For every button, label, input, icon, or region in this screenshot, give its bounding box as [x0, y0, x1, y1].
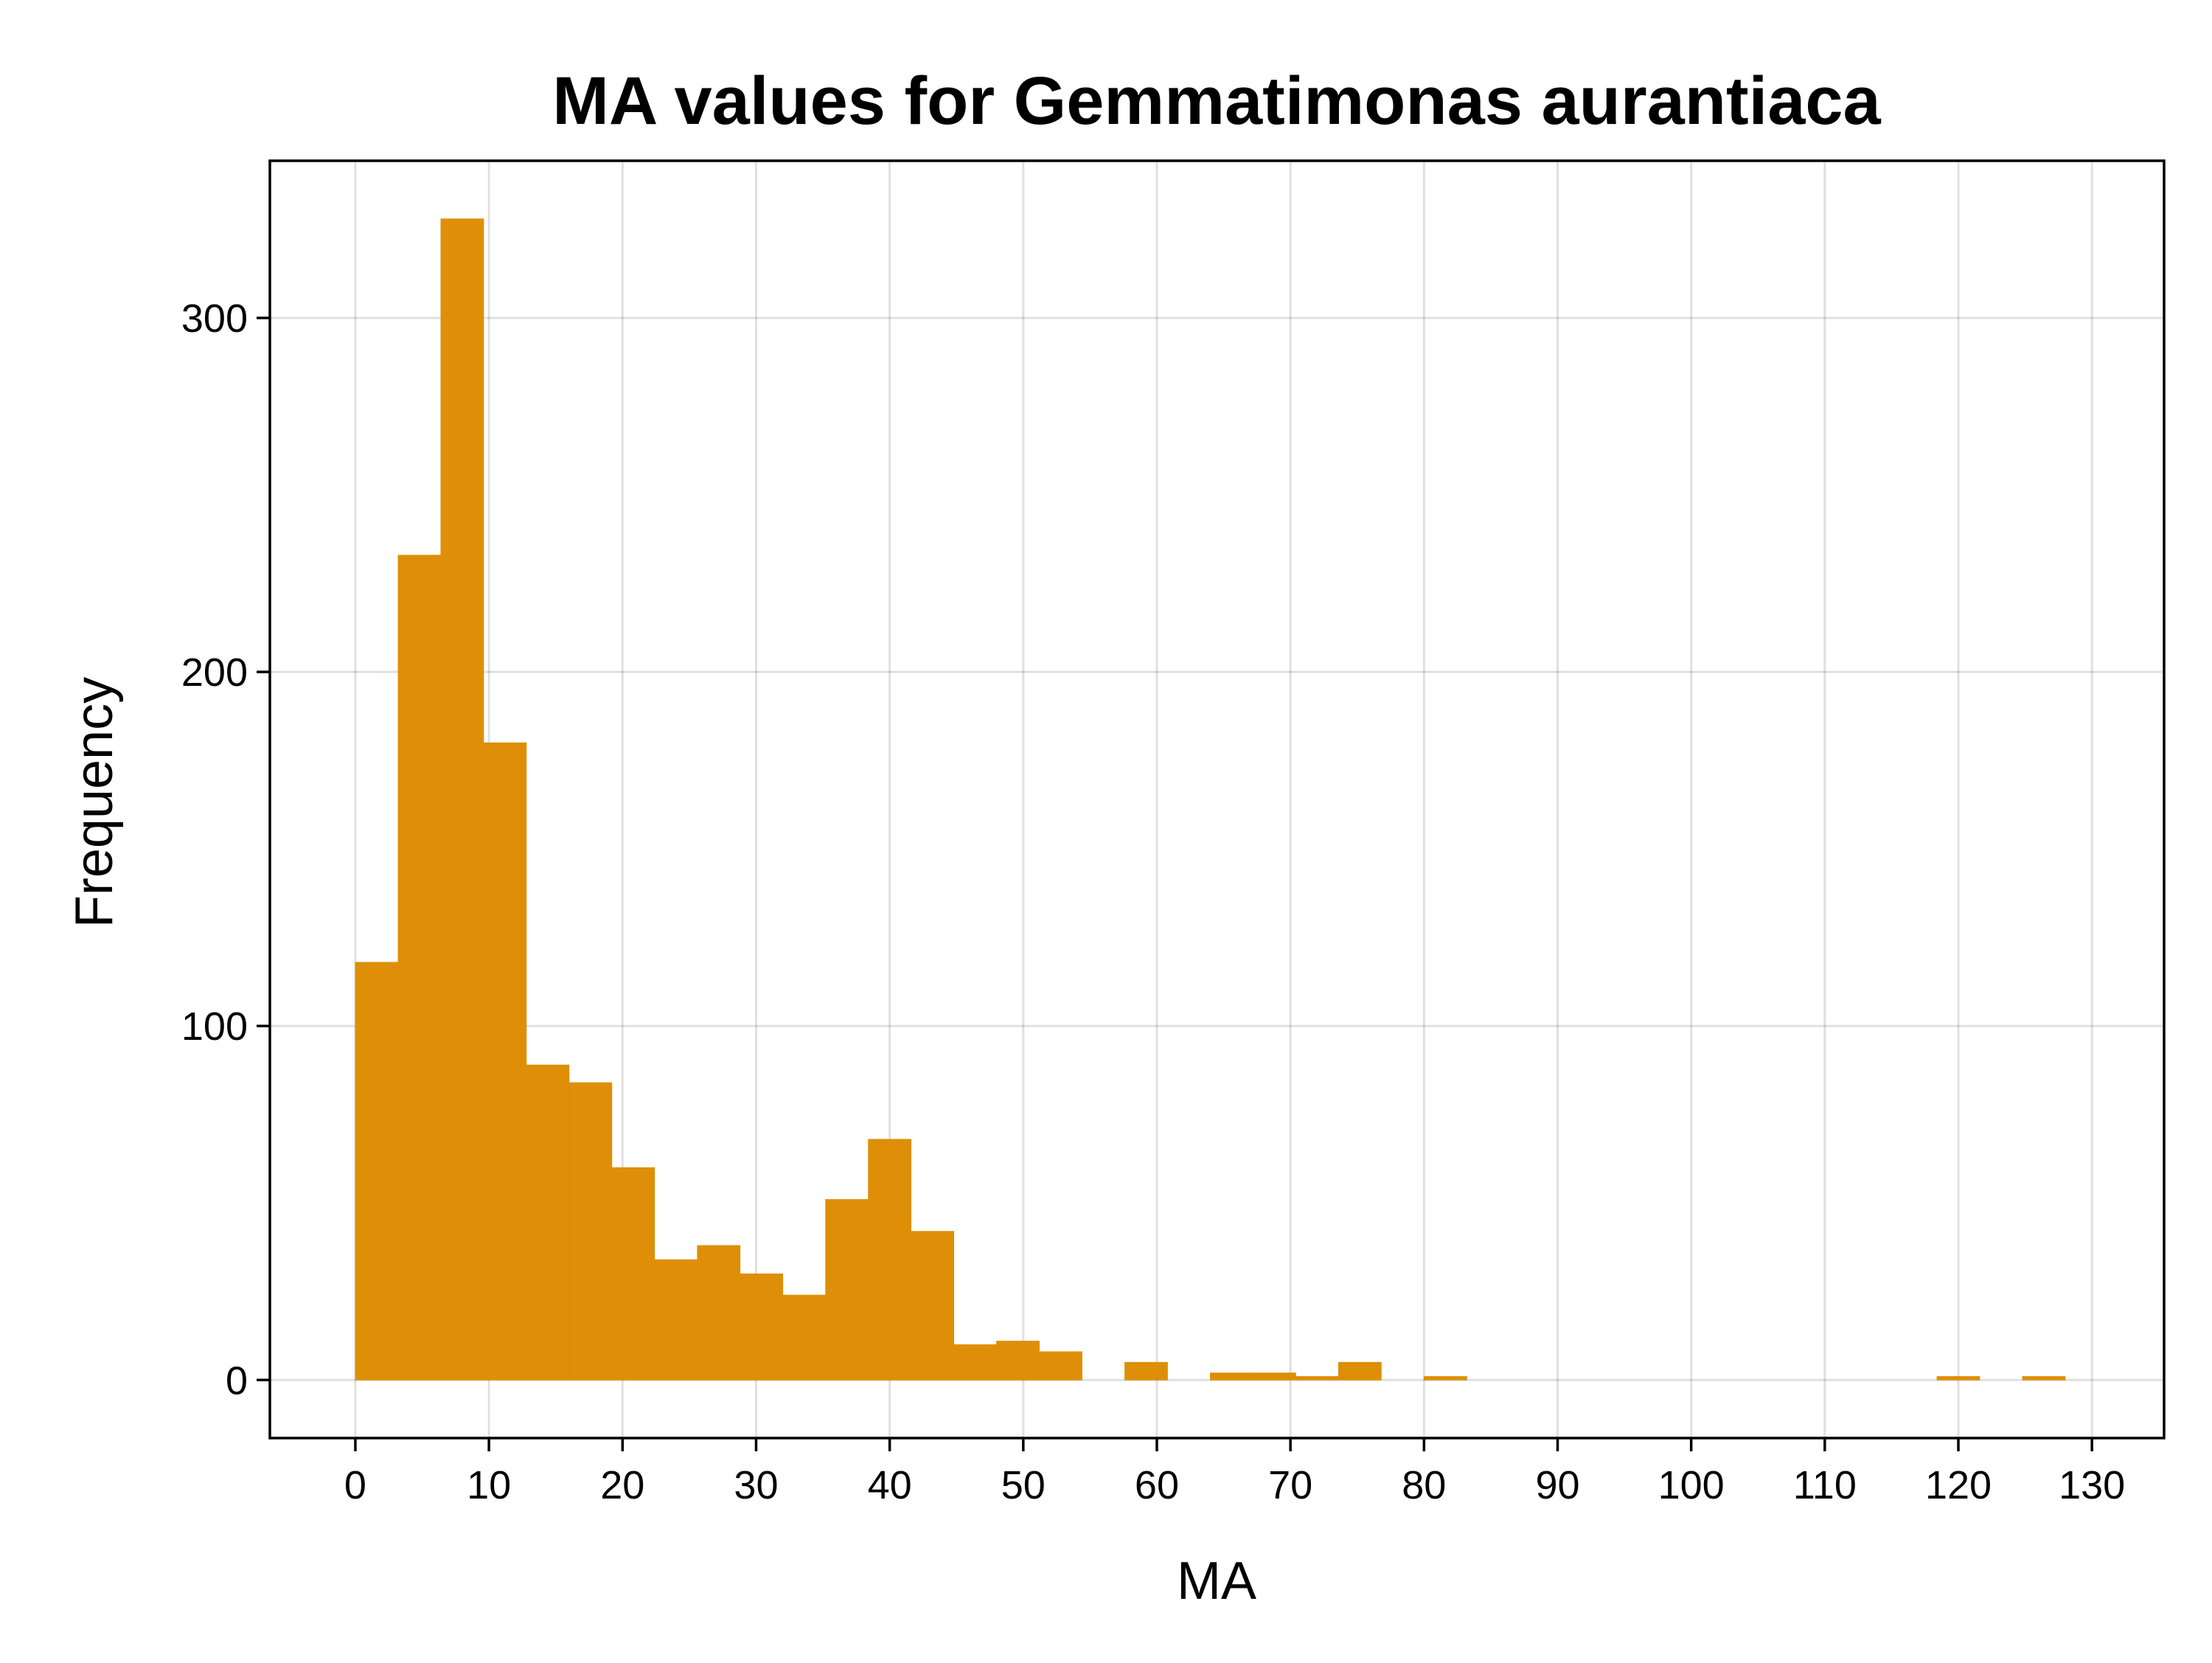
- histogram-bar: [1295, 1376, 1339, 1381]
- histogram-bar: [697, 1245, 741, 1381]
- histogram-bar: [782, 1294, 827, 1381]
- histogram-bar: [568, 1082, 613, 1381]
- histogram-bar: [1253, 1372, 1296, 1381]
- histogram-bar: [1124, 1361, 1168, 1381]
- x-tick-label: 120: [1925, 1463, 1992, 1507]
- x-tick-label: 80: [1402, 1463, 1446, 1507]
- histogram-bar: [1210, 1372, 1253, 1381]
- histogram-bar: [996, 1341, 1040, 1381]
- bars-layer: [355, 218, 2066, 1381]
- grid-layer: [270, 161, 2164, 1438]
- x-tick-label: 0: [344, 1463, 366, 1507]
- histogram-bar: [2022, 1376, 2066, 1381]
- x-axis-label: MA: [1177, 1552, 1256, 1611]
- histogram-bar: [654, 1259, 698, 1381]
- x-tick-label: 130: [2059, 1463, 2125, 1507]
- y-tick-label: 200: [181, 650, 248, 695]
- histogram-bar: [868, 1139, 912, 1381]
- histogram-bar: [953, 1344, 997, 1381]
- y-tick-label: 300: [181, 296, 248, 341]
- y-tick-label: 0: [226, 1358, 248, 1403]
- x-tick-label: 30: [734, 1463, 778, 1507]
- histogram-bar: [483, 742, 527, 1381]
- histogram-bar: [526, 1064, 570, 1381]
- histogram-bar: [440, 218, 484, 1381]
- histogram-bar: [825, 1199, 869, 1381]
- x-tick-label: 90: [1535, 1463, 1579, 1507]
- x-tick-label: 40: [868, 1463, 912, 1507]
- histogram-bar: [1338, 1361, 1382, 1381]
- y-tick-label: 100: [181, 1004, 248, 1049]
- histogram-bar: [611, 1167, 655, 1381]
- x-tick-label: 70: [1268, 1463, 1312, 1507]
- x-tick-label: 20: [600, 1463, 644, 1507]
- histogram-bar: [1423, 1376, 1467, 1381]
- x-tick-label: 60: [1135, 1463, 1179, 1507]
- histogram-bar: [1039, 1351, 1082, 1381]
- ticks-layer: 0 10 20 30 40 50 60 70 80 90 100 110 120 130 0 100 200 30…: [181, 296, 2125, 1507]
- plot-frame: [268, 159, 2166, 1440]
- x-tick-label: 10: [467, 1463, 511, 1507]
- x-tick-label: 110: [1793, 1463, 1857, 1507]
- histogram-bar: [911, 1231, 954, 1381]
- x-tick-label: 50: [1001, 1463, 1046, 1507]
- histogram-bar: [1936, 1376, 1980, 1381]
- histogram-bar: [397, 555, 442, 1381]
- chart-title: MA values for Gemmatimonas aurantiaca: [552, 63, 1881, 139]
- histogram-bar: [355, 962, 399, 1381]
- histogram-bar: [740, 1273, 784, 1381]
- y-axis-label: Frequency: [65, 677, 124, 928]
- x-tick-label: 100: [1658, 1463, 1725, 1507]
